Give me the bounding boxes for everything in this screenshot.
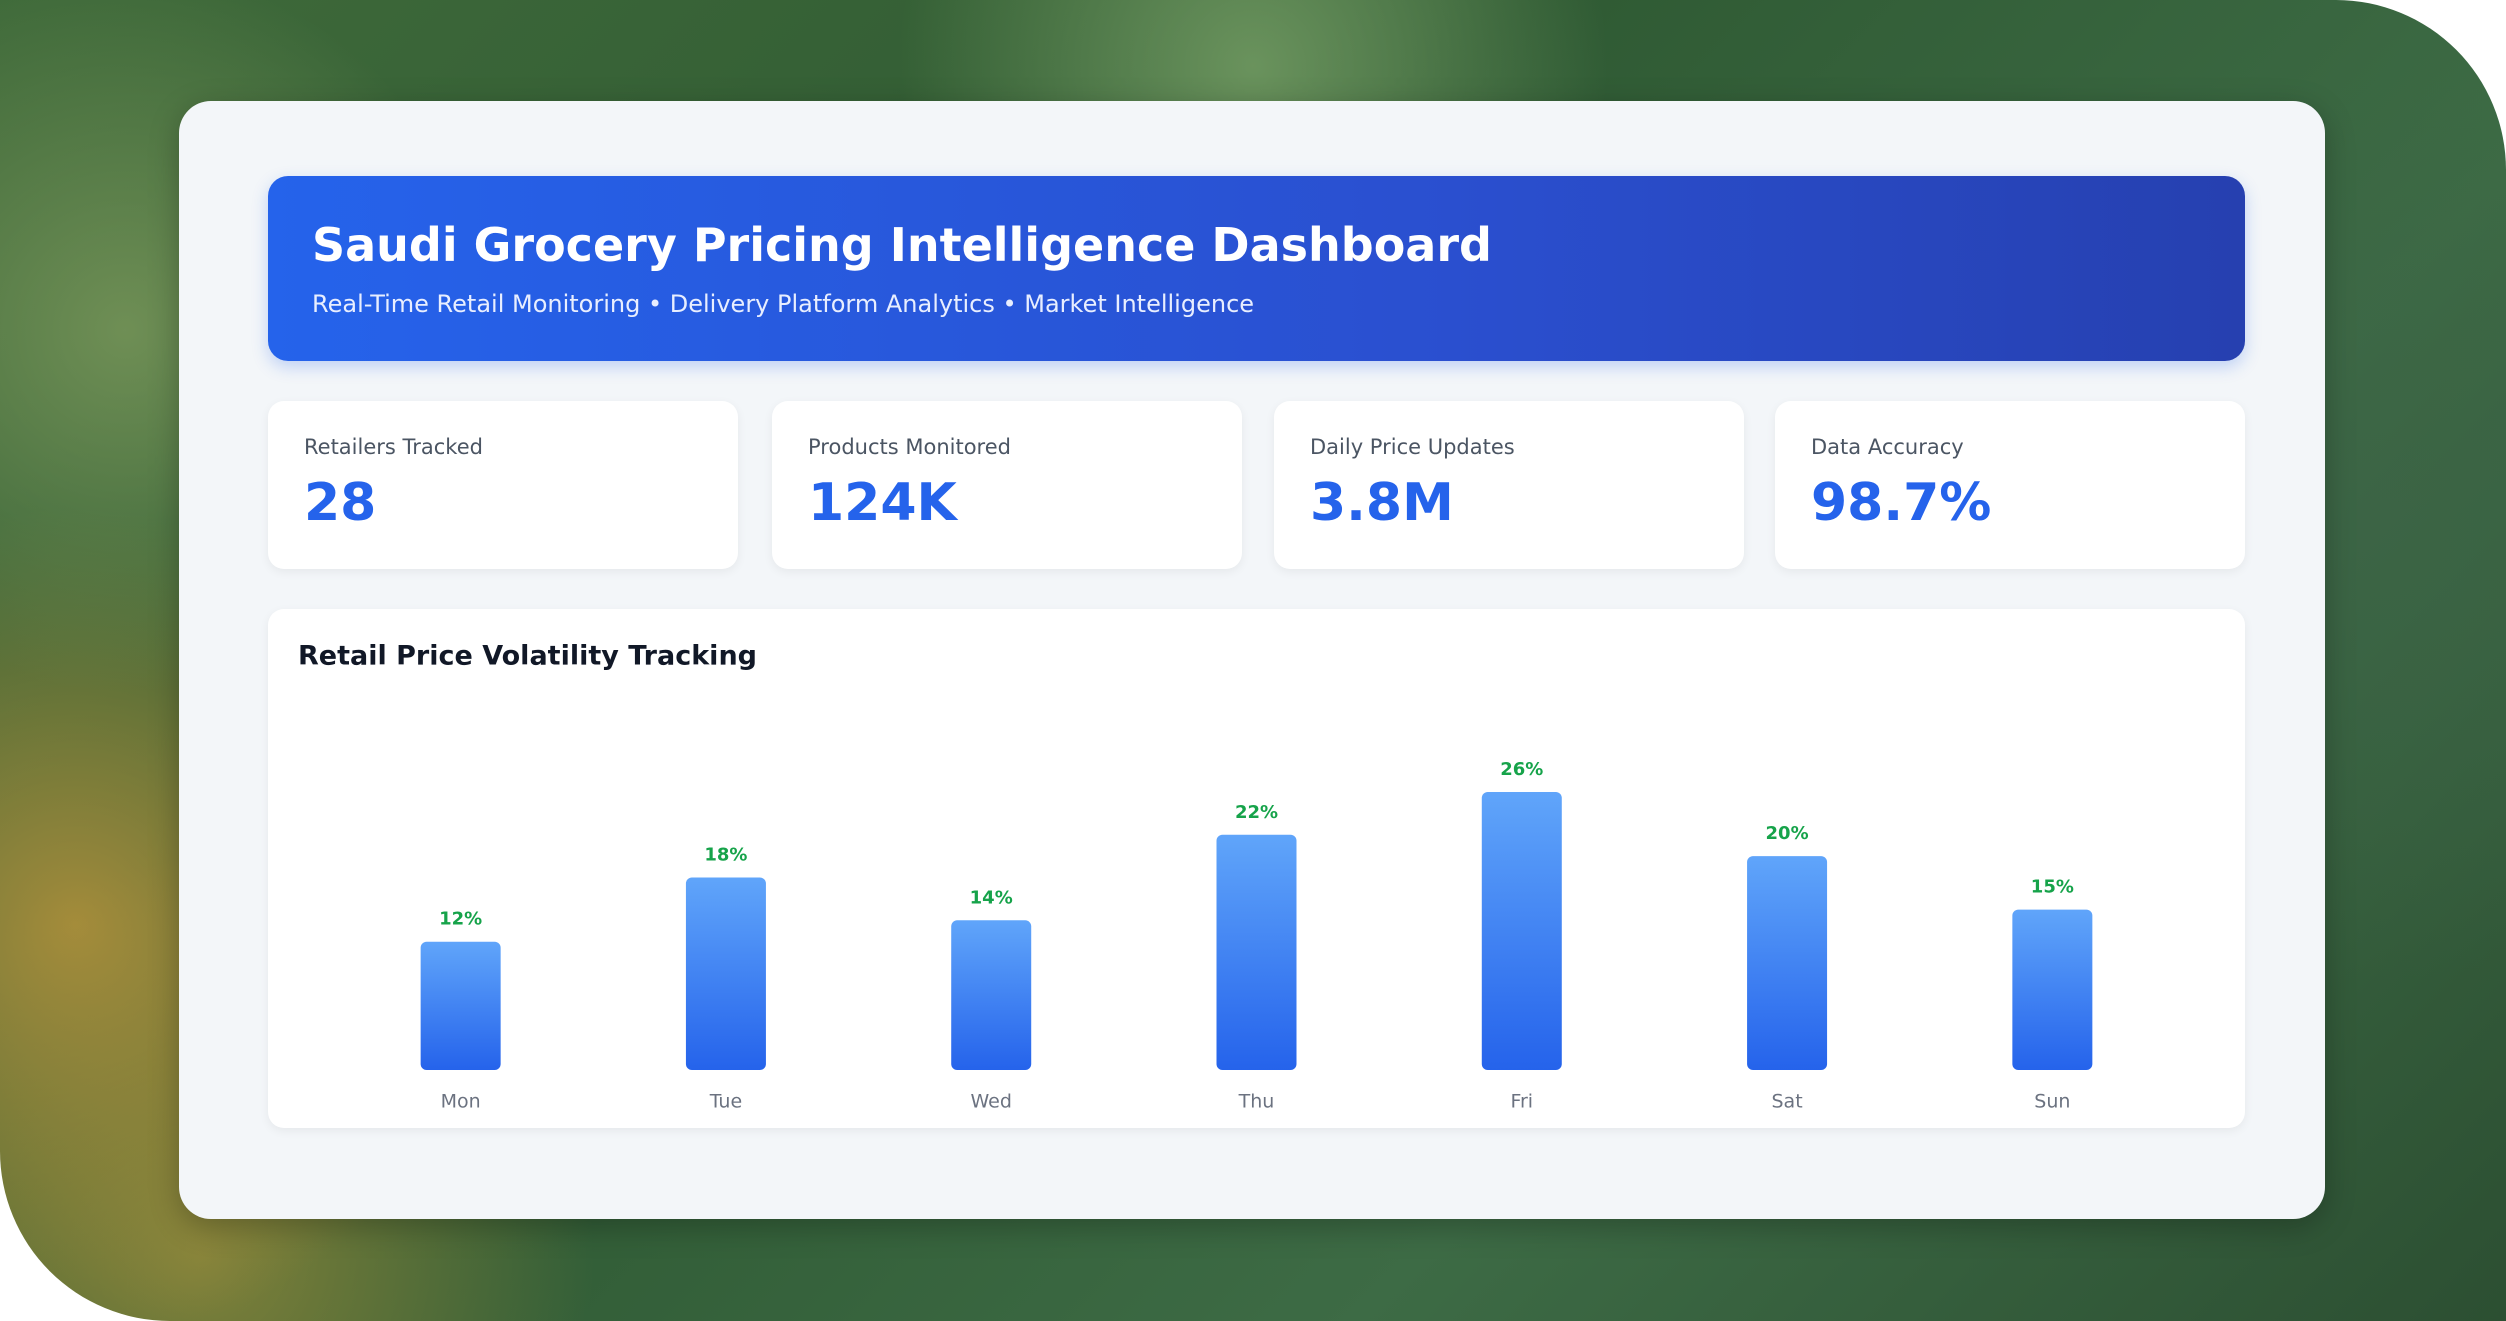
kpi-card: Products Monitored 124K bbox=[772, 401, 1242, 569]
dashboard-card: Saudi Grocery Pricing Intelligence Dashb… bbox=[179, 101, 2325, 1219]
value-label: 18% bbox=[704, 845, 747, 866]
x-tick-label: Tue bbox=[709, 1091, 742, 1113]
value-label: 15% bbox=[2031, 877, 2074, 898]
kpi-value: 28 bbox=[304, 473, 377, 533]
bar bbox=[1481, 792, 1562, 1070]
kpi-value: 124K bbox=[808, 473, 957, 533]
x-tick-label: Sun bbox=[2034, 1091, 2070, 1113]
kpi-label: Daily Price Updates bbox=[1310, 435, 1515, 459]
value-label: 22% bbox=[1235, 802, 1278, 823]
kpi-value: 98.7% bbox=[1811, 473, 1992, 533]
kpi-label: Retailers Tracked bbox=[304, 435, 483, 459]
chart-title: Retail Price Volatility Tracking bbox=[298, 641, 757, 672]
value-label: 26% bbox=[1500, 759, 1543, 780]
kpi-card: Data Accuracy 98.7% bbox=[1775, 401, 2245, 569]
title: Saudi Grocery Pricing Intelligence Dashb… bbox=[312, 218, 1492, 272]
value-label: 12% bbox=[439, 909, 482, 930]
x-tick-label: Wed bbox=[970, 1091, 1011, 1113]
bar bbox=[1216, 834, 1297, 1070]
chart-card: Retail Price Volatility Tracking 12% Mon 1… bbox=[268, 609, 2245, 1128]
x-tick-label: Thu bbox=[1238, 1091, 1275, 1113]
kpi-label: Data Accuracy bbox=[1811, 435, 1964, 459]
kpi-label: Products Monitored bbox=[808, 435, 1011, 459]
bar bbox=[951, 920, 1032, 1070]
kpi-value: 3.8M bbox=[1310, 473, 1454, 533]
x-tick-label: Fri bbox=[1510, 1091, 1533, 1113]
subtitle: Real-Time Retail Monitoring • Delivery P… bbox=[312, 290, 1255, 318]
x-tick-label: Sat bbox=[1771, 1091, 1802, 1113]
bar bbox=[420, 941, 501, 1070]
header: Saudi Grocery Pricing Intelligence Dashb… bbox=[268, 176, 2245, 361]
bar bbox=[685, 877, 766, 1070]
chart: Retail Price Volatility Tracking 12% Mon 1… bbox=[298, 641, 2093, 1113]
value-label: 20% bbox=[1766, 823, 1809, 844]
bar bbox=[2012, 909, 2093, 1070]
kpi-card: Daily Price Updates 3.8M bbox=[1274, 401, 1744, 569]
value-label: 14% bbox=[970, 887, 1013, 908]
kpi-card: Retailers Tracked 28 bbox=[268, 401, 738, 569]
bar bbox=[1747, 856, 1828, 1070]
x-tick-label: Mon bbox=[441, 1091, 481, 1113]
